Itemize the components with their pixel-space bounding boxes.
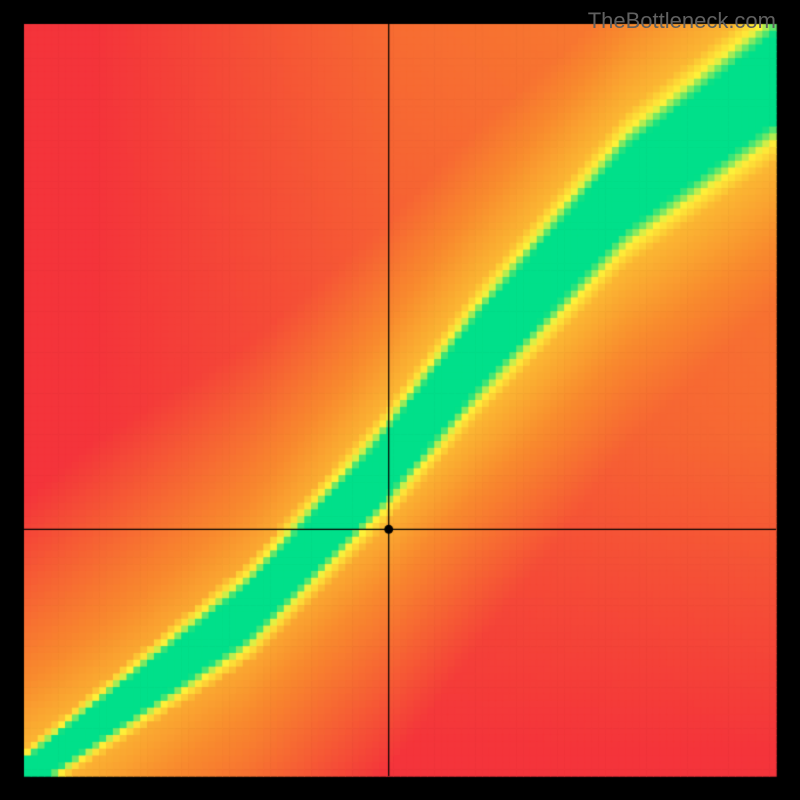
watermark-text: TheBottleneck.com: [588, 8, 776, 34]
bottleneck-heatmap: [0, 0, 800, 800]
chart-container: TheBottleneck.com: [0, 0, 800, 800]
